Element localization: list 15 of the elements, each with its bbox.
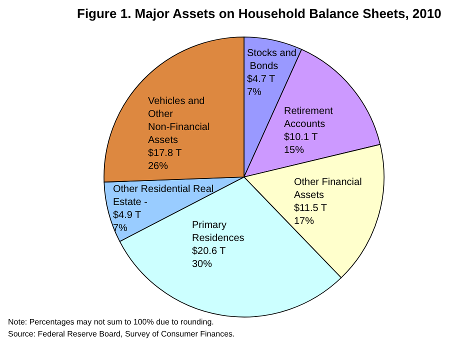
slice-label: Other Residential Real Estate - [113,184,216,208]
slice-label: Vehicles and Other Non-Financial Assets [148,96,212,146]
data-label: $20.6 T 30% [192,246,226,270]
slice-label: Other Financial Assets [294,177,365,201]
text: Note: Percentages may not sum to 100% due to rounding. [8,318,214,326]
data-label: $10.1 T 15% [284,132,318,156]
slice-label: Retirement Accounts [284,106,336,130]
data-label: $4.9 T 7% [113,210,142,234]
chart-title: Figure 1. Major Assets on Household Balance Sheets, 2010 [77,6,442,21]
data-label: $11.5 T 17% [294,203,327,227]
data-label: $4.7 T 7% [247,74,276,98]
slice-label: Primary Residences [192,220,244,244]
source-note: Source: Federal Reserve Board, Survey of Consumer Finances. [8,330,235,338]
data-label: $17.8 T 26% [148,148,182,172]
slice-label: Stocks and Bonds [247,48,296,72]
